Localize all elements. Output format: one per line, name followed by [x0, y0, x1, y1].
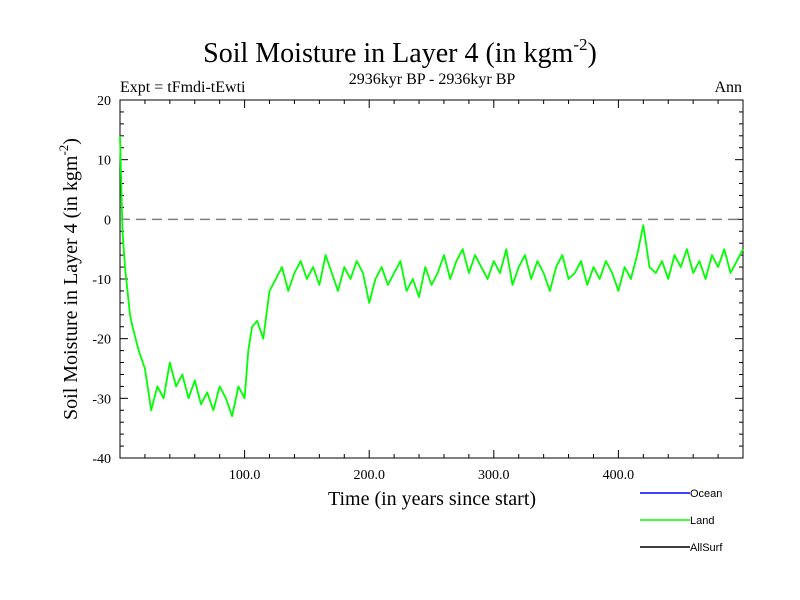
x-axis-label: Time (in years since start) [328, 488, 536, 510]
x-tick-label: 400.0 [603, 468, 635, 483]
y-axis: -40 -30 -20 -10 0 10 20 [92, 94, 743, 467]
y-tick-label: -40 [92, 452, 111, 467]
legend: Ocean Land AllSurf [640, 488, 723, 554]
legend-label-land: Land [690, 515, 714, 527]
plot-frame [119, 99, 744, 459]
chart-title: Soil Moisture in Layer 4 (in kgm-2) [203, 35, 597, 69]
y-axis-label: Soil Moisture in Layer 4 (in kgm-2) [56, 138, 82, 420]
experiment-label: Expt = tFmdi-tEwti [120, 79, 246, 96]
series-line-land [119, 135, 744, 418]
season-label: Ann [714, 79, 742, 96]
x-tick-label: 200.0 [353, 468, 385, 483]
y-tick-label: 20 [97, 94, 111, 109]
series-group [119, 135, 744, 418]
period-label: 2936kyr BP - 2936kyr BP [349, 71, 516, 88]
y-tick-label: -30 [92, 392, 111, 407]
x-tick-label: 300.0 [478, 468, 510, 483]
x-axis: 100.0 200.0 300.0 400.0 [144, 100, 719, 483]
y-tick-label: 0 [104, 213, 111, 228]
legend-label-allsurf: AllSurf [690, 542, 723, 554]
x-tick-label: 100.0 [229, 468, 261, 483]
y-tick-label: -10 [92, 273, 111, 288]
y-tick-label: 10 [97, 154, 111, 169]
legend-label-ocean: Ocean [690, 488, 722, 500]
y-tick-label: -20 [92, 333, 111, 348]
